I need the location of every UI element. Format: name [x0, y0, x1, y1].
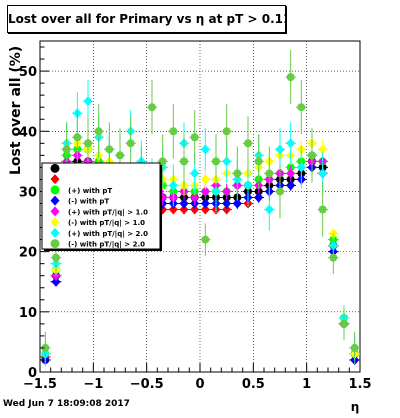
legend-marker [50, 195, 60, 206]
legend-marker [50, 206, 60, 217]
data-point [73, 133, 82, 142]
data-point [168, 204, 178, 215]
data-point [83, 96, 93, 107]
data-point [116, 151, 124, 160]
y-tick-label: 50 [19, 65, 37, 80]
legend-label: (-) with pT [68, 198, 109, 206]
x-tick-label: −1 [83, 377, 103, 392]
data-point [200, 174, 210, 185]
data-point [222, 198, 232, 209]
y-tick-label: 20 [19, 246, 37, 261]
y-tick-label: 30 [19, 185, 37, 200]
data-point [169, 127, 178, 136]
legend-label: (-) with pT/|q| > 1.0 [68, 219, 145, 228]
data-point [254, 157, 263, 166]
data-point [148, 103, 156, 112]
data-point [51, 276, 61, 287]
data-point [211, 186, 221, 197]
data-point [158, 157, 167, 166]
data-point [254, 192, 264, 203]
data-point [276, 187, 284, 196]
x-axis-label: η [351, 400, 360, 414]
data-point [180, 157, 188, 166]
legend-shadow [44, 249, 162, 251]
y-axis-label: Lost over all (%) [8, 46, 24, 175]
data-point [233, 169, 242, 178]
legend: (+) with pT (-) with pT (+) with pT/|q| > … [41, 162, 162, 251]
data-point [41, 343, 50, 352]
y-tick-label: 0 [28, 366, 37, 381]
data-point [94, 127, 103, 136]
x-tick-label: −1.5 [23, 377, 57, 392]
data-point [200, 144, 210, 155]
legend-marker [50, 163, 60, 173]
legend-marker [50, 239, 60, 249]
data-point [212, 157, 220, 166]
data-point [318, 168, 328, 179]
legend-label: (+) with pT/|q| > 1.0 [68, 208, 148, 217]
data-point [286, 73, 295, 82]
data-point [265, 169, 274, 178]
data-point [286, 138, 296, 149]
data-point [243, 180, 253, 191]
data-point [286, 168, 296, 179]
data-point [190, 133, 199, 142]
legend-marker [50, 185, 60, 195]
data-point [179, 198, 189, 209]
data-point [350, 343, 359, 352]
data-point [200, 204, 210, 215]
data-point [264, 204, 274, 215]
legend-marker [50, 174, 60, 185]
data-point [222, 204, 232, 215]
axes: −1.5 −1 −0.5 0 0.5 1 1.5 0 10 20 30 40 50 [19, 46, 372, 392]
data-point [126, 139, 135, 148]
legend-label: (-) with pT/|q| > 2.0 [68, 241, 145, 250]
data-point [308, 151, 316, 160]
data-point [286, 180, 296, 191]
data-point [244, 139, 252, 148]
data-point [275, 144, 285, 155]
y-tick-label: 10 [19, 306, 37, 321]
data-point [201, 235, 210, 244]
data-point [318, 205, 327, 214]
data-point [179, 204, 189, 215]
x-tick-label: 0.5 [242, 377, 265, 392]
legend-marker [50, 217, 60, 228]
chart-title: Lost over all for Primary vs η at pT > 0… [7, 5, 286, 33]
data-point [222, 156, 232, 167]
data-point [52, 253, 60, 262]
data-point [190, 192, 200, 203]
x-tick-label: −0.5 [130, 377, 164, 392]
data-point [105, 145, 114, 154]
data-point [168, 180, 178, 191]
data-point [200, 186, 210, 197]
legend-shadow [160, 165, 162, 251]
data-point [190, 168, 200, 179]
data-point [340, 319, 348, 328]
data-point [318, 144, 328, 155]
legend-label: (+) with pT/|q| > 2.0 [68, 230, 148, 239]
data-point [329, 253, 338, 262]
data-point [296, 162, 306, 173]
data-point [222, 186, 232, 197]
data-point [190, 204, 200, 215]
y-tick-label: 40 [19, 125, 37, 140]
data-point [232, 198, 242, 209]
data-point [222, 127, 231, 136]
x-tick-label: 1 [302, 377, 311, 392]
data-point [297, 103, 306, 112]
x-tick-label: 1.5 [348, 377, 371, 392]
data-point [84, 139, 92, 148]
legend-label: (+) with pT [68, 187, 112, 195]
footer-timestamp: Wed Jun 7 18:09:08 2017 [3, 399, 130, 409]
legend-marker [50, 227, 60, 238]
x-tick-label: 0 [195, 377, 204, 392]
data-point [62, 145, 71, 154]
data-point [200, 198, 210, 209]
